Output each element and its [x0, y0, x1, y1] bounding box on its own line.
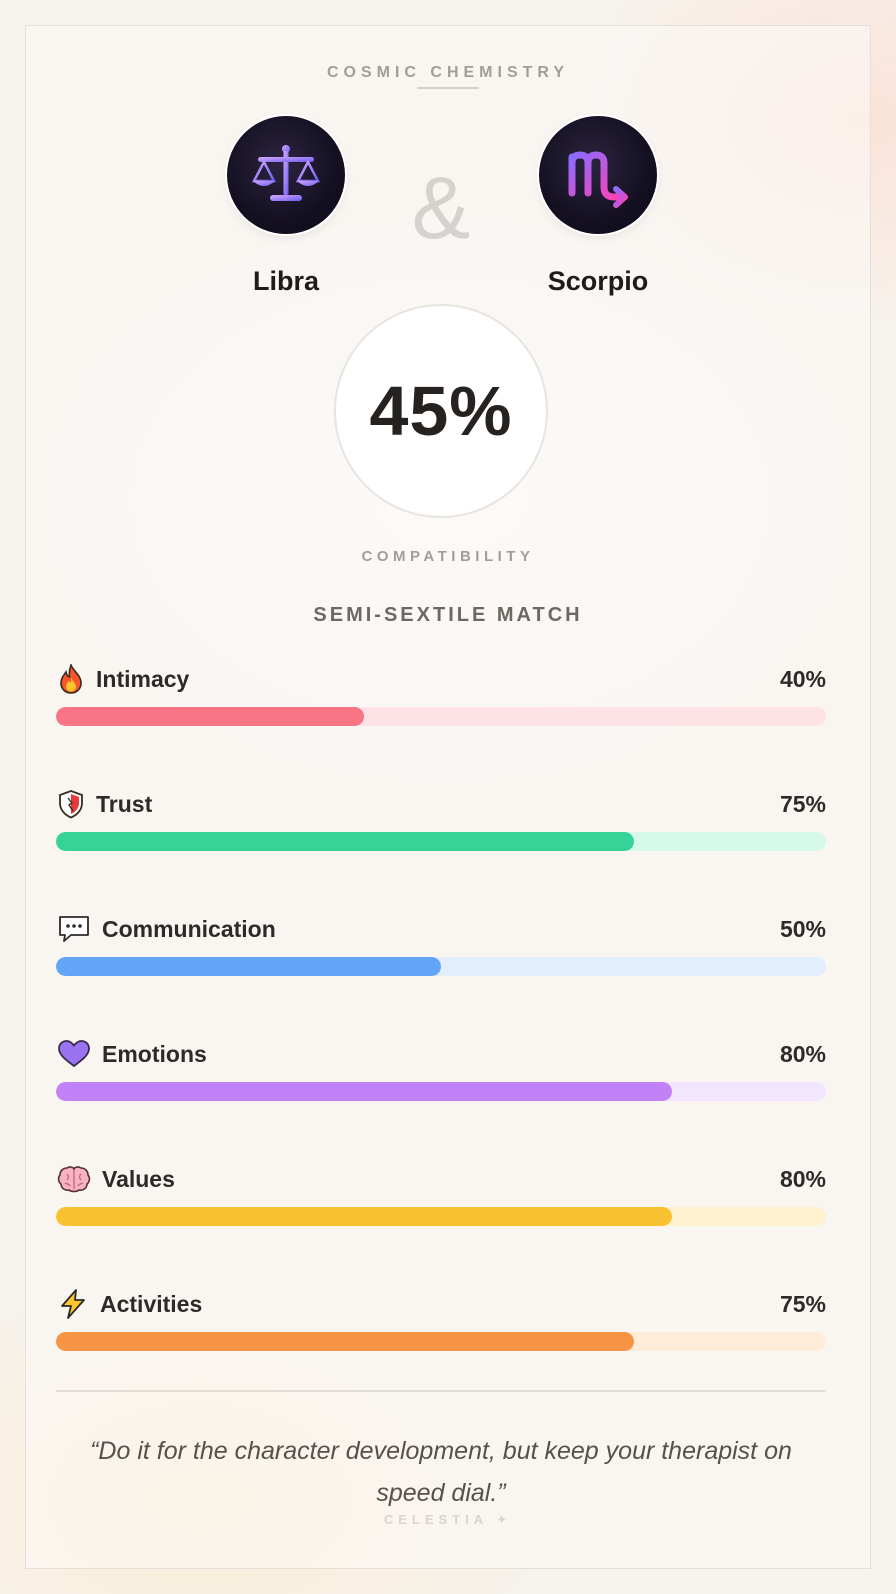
metric-value: 40% — [779, 665, 826, 692]
scorpio-glyph-icon — [568, 151, 628, 208]
scorpio-avatar — [539, 116, 657, 234]
metrics-list: Intimacy 40% Trust 75% — [56, 661, 826, 1411]
metric-value: 80% — [779, 1165, 826, 1192]
progress-track — [56, 1332, 826, 1351]
shield-icon — [56, 789, 86, 819]
progress-fill — [56, 1332, 634, 1351]
progress-track — [56, 957, 826, 976]
metric-name: Activities — [100, 1290, 203, 1317]
progress-fill — [56, 1082, 672, 1101]
metric-name: Communication — [102, 915, 276, 942]
fire-icon — [56, 664, 86, 694]
progress-fill — [56, 957, 441, 976]
ampersand-connector: & — [411, 158, 471, 257]
match-type-label: SEMI-SEXTILE MATCH — [313, 604, 583, 626]
metric-values: Values 80% — [56, 1161, 826, 1286]
metric-trust: Trust 75% — [56, 786, 826, 911]
metric-value: 80% — [779, 1040, 826, 1067]
score-circle: 45% — [334, 304, 548, 518]
progress-fill — [56, 1207, 672, 1226]
compatibility-quote: “Do it for the character development, bu… — [90, 1437, 792, 1507]
metric-intimacy: Intimacy 40% — [56, 661, 826, 786]
metric-value: 50% — [779, 915, 826, 942]
sign-name-libra: Libra — [252, 266, 319, 296]
metric-name: Emotions — [102, 1040, 207, 1067]
metric-name: Intimacy — [96, 665, 190, 692]
libra-scales-icon — [251, 145, 321, 201]
compatibility-label: COMPATIBILITY — [361, 548, 535, 565]
sign-name-scorpio: Scorpio — [547, 266, 649, 296]
metric-name: Trust — [96, 790, 153, 817]
speech-bubble-icon — [56, 914, 92, 944]
metric-name: Values — [102, 1165, 175, 1192]
metric-emotions: Emotions 80% — [56, 1036, 826, 1161]
brand-watermark: CELESTIA ✦ — [383, 1512, 513, 1527]
progress-track — [56, 1207, 826, 1226]
heart-icon — [56, 1039, 92, 1069]
brain-icon — [56, 1164, 92, 1194]
progress-fill — [56, 832, 634, 851]
metric-communication: Communication 50% — [56, 911, 826, 1036]
metric-value: 75% — [779, 790, 826, 817]
title-underline — [417, 87, 479, 89]
progress-fill — [56, 707, 364, 726]
libra-avatar — [227, 116, 345, 234]
metric-value: 75% — [779, 1290, 826, 1317]
progress-track — [56, 707, 826, 726]
compatibility-card: COSMIC CHEMISTRY Libra — [25, 25, 871, 1569]
sign-libra: Libra — [186, 116, 386, 297]
metric-activities: Activities 75% — [56, 1286, 826, 1411]
sign-scorpio: Scorpio — [498, 116, 698, 297]
divider — [56, 1390, 826, 1392]
progress-track — [56, 1082, 826, 1101]
lightning-icon — [56, 1289, 90, 1319]
compatibility-score: 45% — [369, 372, 513, 450]
section-title: COSMIC CHEMISTRY — [326, 64, 570, 81]
progress-track — [56, 832, 826, 851]
